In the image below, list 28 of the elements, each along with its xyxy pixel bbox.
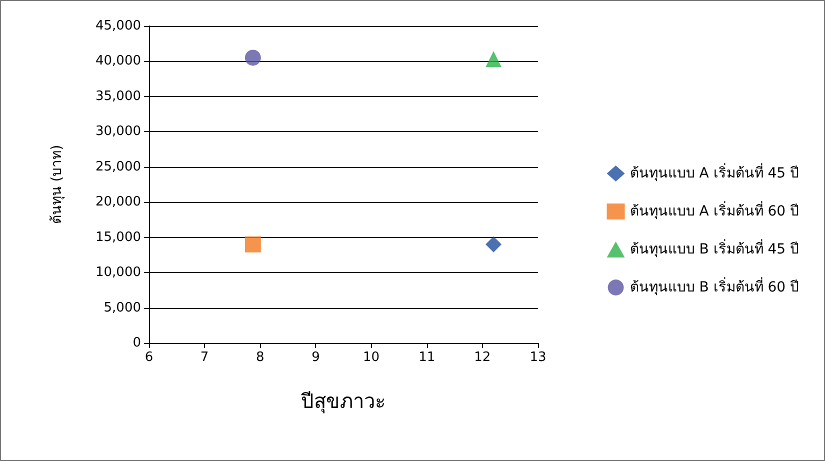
x-tick-label: 12 xyxy=(474,350,491,365)
point xyxy=(244,236,261,252)
y-tick-label: 25,000 xyxy=(96,159,141,174)
y-tick-label: 35,000 xyxy=(96,88,141,104)
legend-label: ต้นทุนแบบ A เริ่มต้นที่ 45 ปี xyxy=(630,164,799,182)
y-tick-label: 20,000 xyxy=(96,194,141,210)
x-tick-label: 9 xyxy=(312,350,320,365)
x-tick-label: 13 xyxy=(530,350,546,365)
y-tick-label: 0 xyxy=(132,336,141,350)
y-tick-label: 15,000 xyxy=(96,230,141,245)
x-tick-label: 6 xyxy=(144,350,154,365)
y-tick-label: 5,000 xyxy=(104,300,141,316)
x-tick-label: 7 xyxy=(200,350,209,365)
y-tick-label: 45,000 xyxy=(96,18,141,34)
x-axis-title: ปีสุขภาวะ xyxy=(301,389,386,414)
point xyxy=(486,236,502,252)
legend-label: ต้นทุนแบบ B เริ่มต้นที่ 60 ปี xyxy=(630,278,800,296)
y-axis-title: ต้นทุน (บาท) xyxy=(49,144,65,224)
point xyxy=(244,50,261,66)
legend-label: ต้นทุนแบบ B เริ่มต้นที่ 45 ปี xyxy=(630,240,800,258)
point xyxy=(486,51,502,68)
legend-label: ต้นทุนแบบ A เริ่มต้นที่ 60 ปี xyxy=(630,202,799,220)
x-tick-label: 8 xyxy=(256,350,264,365)
y-tick-label: 40,000 xyxy=(96,54,141,69)
y-tick-label: 10,000 xyxy=(96,265,141,280)
y-tick-label: 30,000 xyxy=(96,124,141,140)
x-tick-label: 11 xyxy=(418,350,436,365)
x-tick-label: 10 xyxy=(363,350,380,365)
